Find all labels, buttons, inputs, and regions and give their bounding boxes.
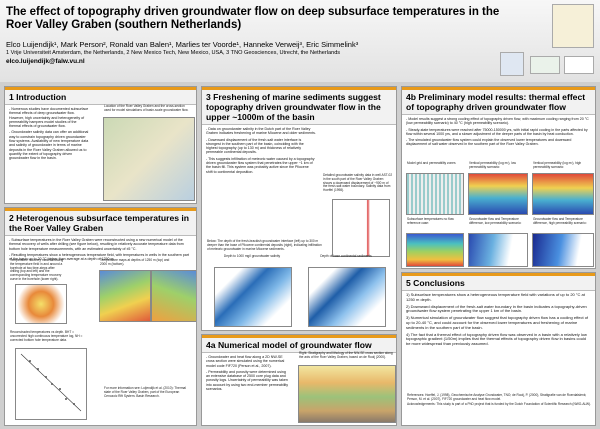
section-heading: 1 Introduction xyxy=(5,87,196,105)
paragraph: 1) Subsurface temperatures show a hetero… xyxy=(406,292,585,302)
temperature-plot xyxy=(406,233,464,267)
caption: Groundwater flow and Temperature differe… xyxy=(533,217,587,225)
header: The effect of topography driven groundwa… xyxy=(0,0,600,82)
caption: Vertical permeability (log m²), high per… xyxy=(533,161,582,169)
caption-box: Reconstructed temperatures vs depth. BHT… xyxy=(7,330,87,343)
section: 5 Conclusions 1) Subsurface temperatures… xyxy=(401,272,596,426)
permeability-plot xyxy=(468,173,528,215)
authors: Elco Luijendijk¹, Mark Person², Ronald v… xyxy=(6,40,359,49)
logo xyxy=(552,4,594,48)
section-heading: 5 Conclusions xyxy=(402,273,595,291)
section-heading: 3 Freshening of marine sediments suggest… xyxy=(202,87,396,125)
section: 4a Numerical model of groundwater flow -… xyxy=(201,334,397,426)
scatter-points xyxy=(29,360,75,405)
paragraph: - Permeability and porosity were determi… xyxy=(206,369,289,392)
section: 3 Freshening of marine sediments suggest… xyxy=(201,86,397,331)
paragraph: 2) Downward displacement of the fresh-sa… xyxy=(406,303,587,314)
paragraph: - The simulated groundwater flow system … xyxy=(406,138,572,147)
caption-box: Below: The depth of the fresh-brackish g… xyxy=(204,239,326,252)
fig-label: Groundwater flow and Temperature differe… xyxy=(530,217,594,227)
permeability-plot xyxy=(532,173,594,215)
fig-label: Subsurface temperatures no flow referenc… xyxy=(404,217,464,227)
paragraph: - Model results suggest a strong cooling… xyxy=(406,117,589,126)
section-heading: 4b Preliminary model results: thermal ef… xyxy=(402,87,595,115)
caption-box: Temperature recovery model showing the t… xyxy=(7,258,67,283)
reference-list: References: Hoeffel, J. (1998), Geochemi… xyxy=(407,393,587,401)
salinity-profile xyxy=(332,199,390,257)
paragraph: - Subsurface temperatures in the Roer Va… xyxy=(9,238,184,251)
logo xyxy=(530,56,560,74)
recovery-figure xyxy=(15,284,67,324)
section: 4b Preliminary model results: thermal ef… xyxy=(401,86,596,269)
caption: Location of the Roer Valley Graben and t… xyxy=(104,104,189,112)
paragraph: - Steady-state temperatures were reached… xyxy=(406,127,588,136)
caption: Reconstructed temperatures vs depth. BHT… xyxy=(10,330,83,342)
temperature-map xyxy=(99,270,151,322)
fig-label: Groundwater flow and Temperature differe… xyxy=(466,217,528,227)
paragraph: 4) The fact that a thermal effect of top… xyxy=(406,331,587,347)
temperature-difference-plot xyxy=(468,233,528,267)
logo xyxy=(500,52,524,76)
paragraph: - This suggests infiltration of meteoric… xyxy=(206,156,315,174)
poster-title: The effect of topography driven groundwa… xyxy=(6,6,500,31)
section-heading: 2 Heterogenous subsurface temperatures i… xyxy=(5,208,196,236)
acknowledgements: Acknowledgements: This study is part of … xyxy=(407,401,591,406)
salinity-map xyxy=(214,267,292,327)
affiliations: 1 Vrije Universiteit Amsterdam, the Neth… xyxy=(6,50,341,56)
paragraph: - Numerous studies have documented subsu… xyxy=(9,107,89,129)
logo xyxy=(564,56,594,74)
paragraph: 3) Numerical simulation of groundwater f… xyxy=(406,315,589,330)
section: 2 Heterogenous subsurface temperatures i… xyxy=(4,207,197,426)
fig-label: Vertical permeability (log m²), low perm… xyxy=(466,161,528,171)
paragraph: - Groundwater and heat flow along a 2D N… xyxy=(206,355,285,368)
section-heading: 4a Numerical model of groundwater flow xyxy=(202,335,396,353)
paragraph: - Resulting temperatures show a heteroge… xyxy=(9,252,189,262)
map-figure xyxy=(103,117,195,201)
caption-box: Temperature maps at depths of 1250 m (to… xyxy=(97,258,177,268)
caption: Detailed groundwater salinity data in we… xyxy=(323,173,393,193)
cross-section xyxy=(298,365,396,423)
caption: Vertical permeability (log m²), low perm… xyxy=(469,161,516,169)
trend-line xyxy=(20,353,82,412)
caption: Right: Stratigraphy and lithology of the… xyxy=(299,351,393,359)
caption-box: Location of the Roer Valley Graben and t… xyxy=(101,104,195,114)
section: 1 Introduction - Numerous studies have d… xyxy=(4,86,197,204)
sediment-map xyxy=(308,267,386,327)
paragraph: - Groundwater salinity data can offer an… xyxy=(9,130,89,161)
caption: Below: The depth of the fresh-brackish g… xyxy=(207,239,322,251)
caption: For more information see: Luijendijk et … xyxy=(104,386,186,398)
references: References: Hoeffel, J. (1998), Geochemi… xyxy=(404,393,594,407)
caption: Groundwater flow and Temperature differe… xyxy=(469,217,522,225)
map-label: Depth of base continental sediments xyxy=(306,254,386,260)
caption: Depth of base continental sediments xyxy=(320,254,372,258)
caption-box: Right: Stratigraphy and lithology of the… xyxy=(296,351,396,361)
caption: Temperature recovery model showing the t… xyxy=(10,258,64,281)
map-label: Depth to 1000 mg/l groundwater salinity xyxy=(212,254,292,260)
fig-label: Model grid and permeability zones xyxy=(404,161,464,167)
model-grid xyxy=(406,173,464,215)
temperature-map xyxy=(151,270,196,322)
paragraph: - Data on groundwater salinity in the Du… xyxy=(206,127,316,136)
caption: Depth to 1000 mg/l groundwater salinity xyxy=(223,254,281,258)
temperature-difference-plot xyxy=(532,233,594,267)
fig-label: Vertical permeability (log m²), high per… xyxy=(530,161,594,171)
depth-plot xyxy=(15,348,87,420)
paragraph: - Downward displacement of the fresh-sal… xyxy=(206,137,304,155)
caption: Model grid and permeability zones xyxy=(407,161,456,165)
caption-box: For more information see: Luijendijk et … xyxy=(101,386,193,399)
caption: Subsurface temperatures no flow referenc… xyxy=(407,217,454,225)
caption-box: Detailed groundwater salinity data in we… xyxy=(320,173,396,194)
email: elco.luijendijk@falw.vu.nl xyxy=(6,58,85,65)
caption: Temperature maps at depths of 1250 m (to… xyxy=(100,258,170,266)
